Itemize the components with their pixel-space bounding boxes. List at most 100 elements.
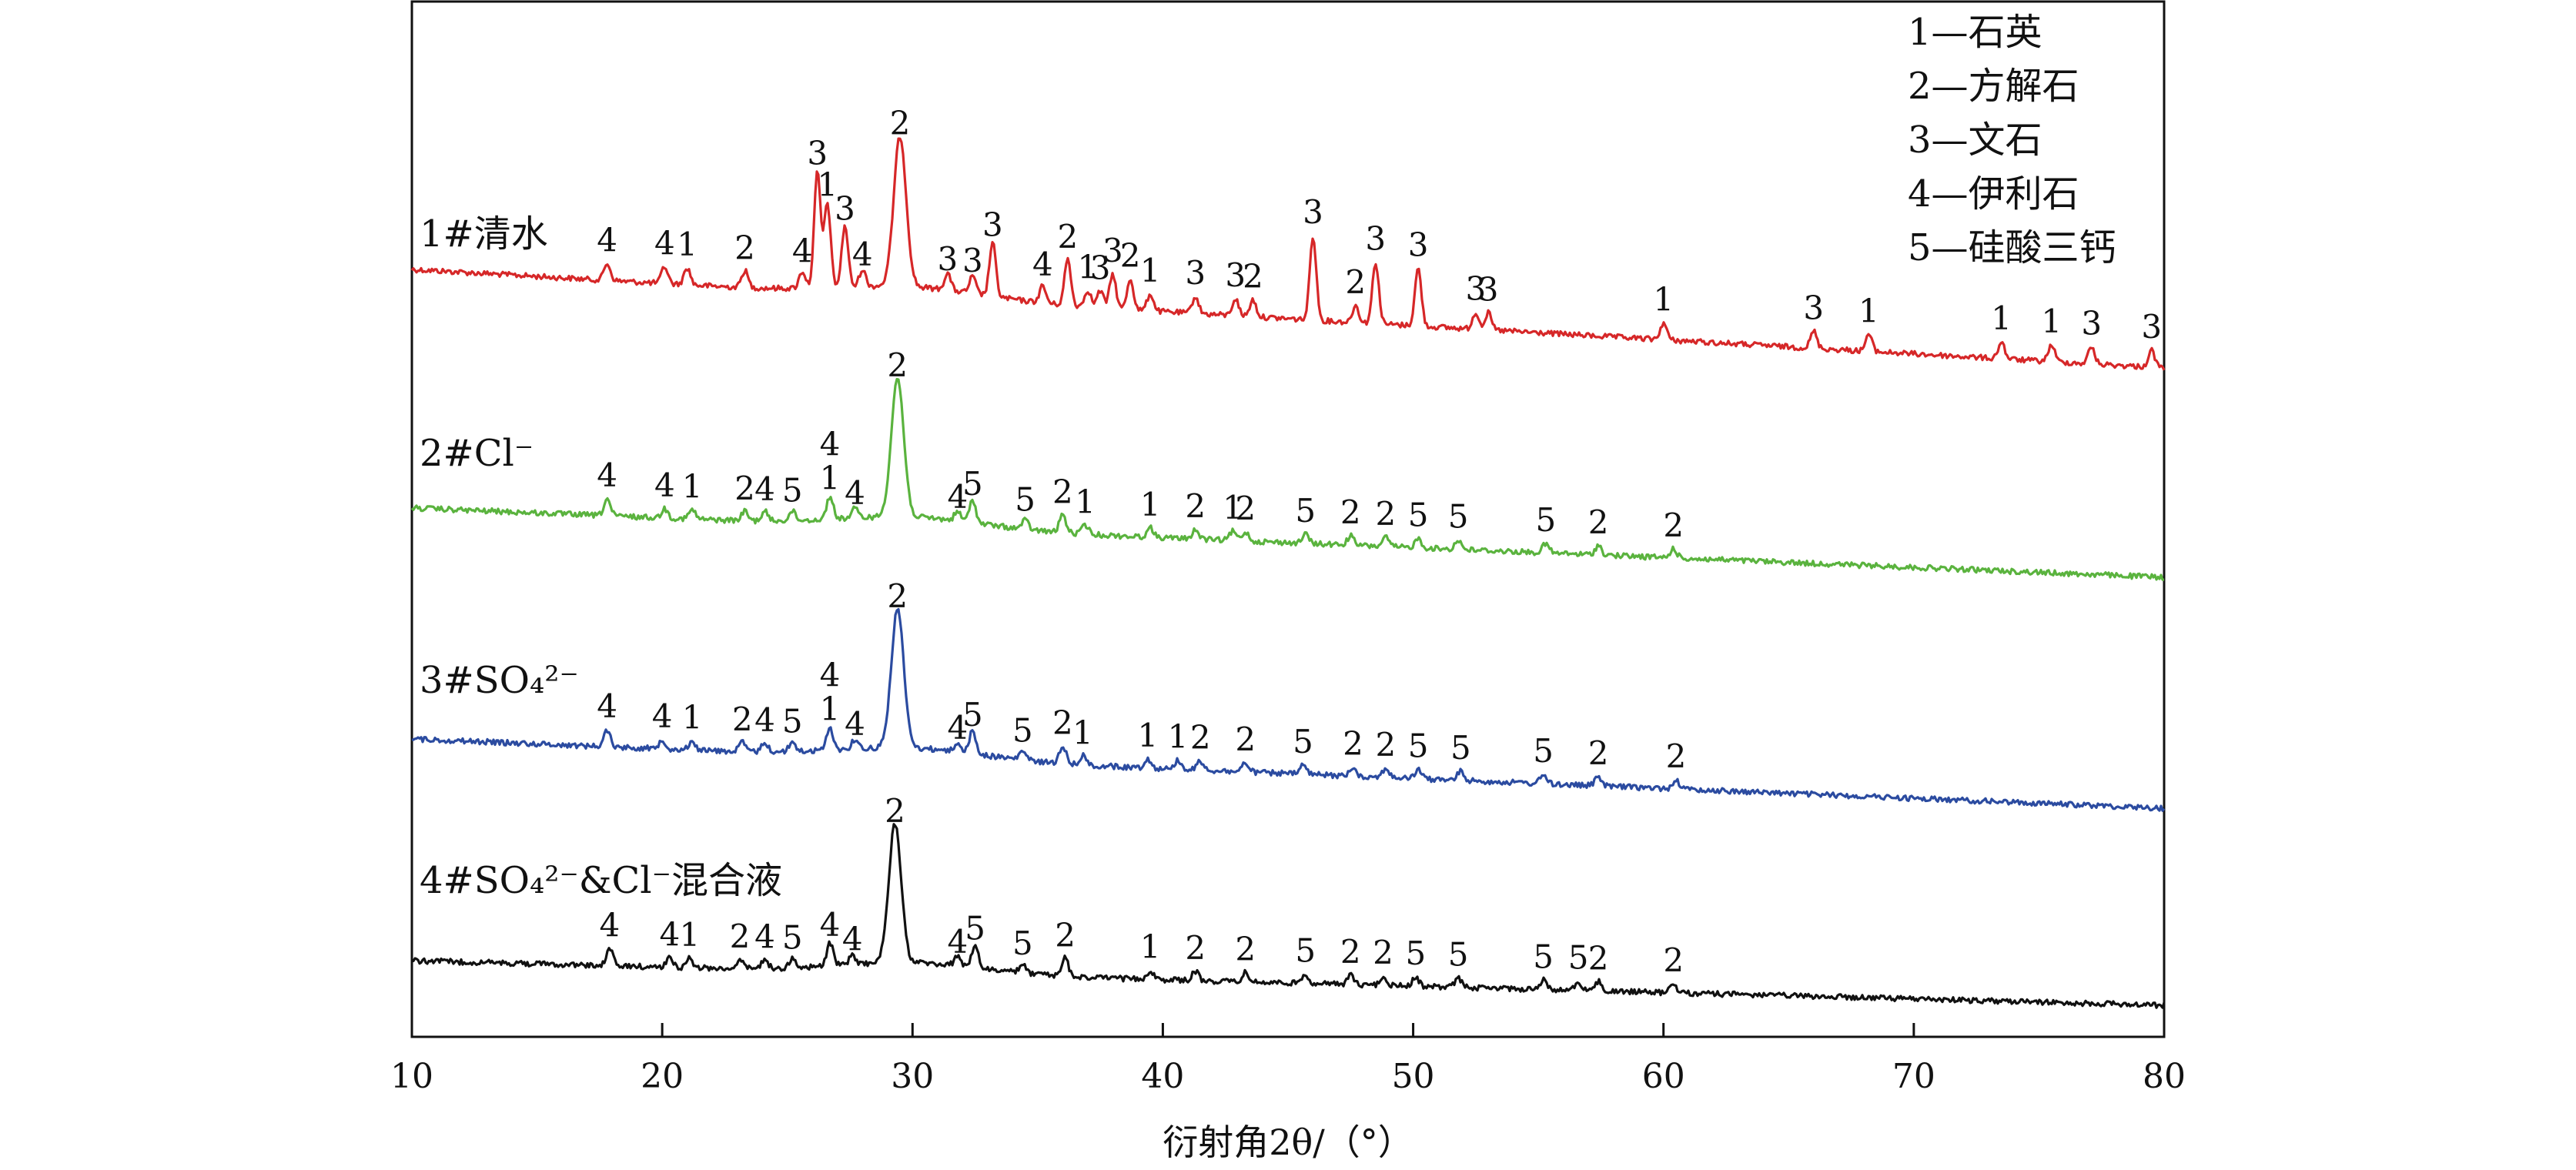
peak-label: 3 <box>2141 308 2162 346</box>
peak-label: 1 <box>820 459 841 496</box>
peak-label: 2 <box>1052 473 1073 510</box>
x-tick-label: 20 <box>641 1057 684 1096</box>
peak-label: 3 <box>1090 249 1111 286</box>
peak-label: 4 <box>597 221 617 259</box>
peak-label: 2 <box>1345 263 1366 301</box>
peak-label: 4 <box>754 918 775 956</box>
peak-label: 5 <box>962 696 983 734</box>
peak-label: 5 <box>1295 932 1316 970</box>
peak-label: 2 <box>1340 933 1361 971</box>
peak-label: 4 <box>754 701 775 739</box>
peak-label: 1 <box>820 690 841 727</box>
peak-label: 4 <box>820 656 841 694</box>
peak-label: 2 <box>734 229 755 266</box>
peak-label: 2 <box>730 918 751 955</box>
peak-label: 4 <box>654 224 675 262</box>
peak-label: 2 <box>1055 917 1076 954</box>
peak-label: 3 <box>1185 254 1206 292</box>
peak-label: 5 <box>782 919 803 957</box>
peak-label: 5 <box>1015 481 1035 519</box>
peak-label: 3 <box>1365 219 1386 257</box>
peak-label: 3 <box>1478 271 1499 309</box>
peak-label: 5 <box>1408 496 1429 534</box>
peak-label: 2 <box>1663 506 1684 544</box>
peak-label: 2 <box>1666 737 1687 775</box>
peak-label: 1 <box>1072 714 1093 751</box>
legend-entry: 2—方解石 <box>1908 65 2079 108</box>
peak-label: 4 <box>820 906 841 944</box>
legend-entry: 4—伊利石 <box>1908 172 2079 216</box>
peak-label: 5 <box>1295 492 1316 530</box>
peak-label: 2 <box>1190 719 1211 757</box>
peak-label: 2 <box>887 577 908 615</box>
peak-label: 2 <box>1343 724 1363 762</box>
peak-label: 4 <box>754 470 775 508</box>
x-tick-label: 50 <box>1392 1057 1435 1096</box>
peak-label: 2 <box>1373 934 1393 971</box>
peak-label: 4 <box>597 456 617 494</box>
peak-label: 4 <box>597 687 617 725</box>
peak-label: 2 <box>1340 493 1361 531</box>
peak-label: 4 <box>852 236 873 273</box>
series-name: 4#SO₄²⁻&Cl⁻混合液 <box>420 859 782 902</box>
legend: 1—石英 2—方解石 3—文石 4—伊利石 5—硅酸三钙 <box>1908 11 2116 269</box>
peak-label: 5 <box>1450 729 1471 767</box>
peak-label: 5 <box>965 910 985 948</box>
x-axis-label: 衍射角2θ/（°） <box>1163 1122 1413 1163</box>
peak-label: 4 <box>820 425 841 463</box>
x-tick-label: 80 <box>2143 1057 2186 1096</box>
peak-label: 1 <box>817 165 838 203</box>
peak-label: 2 <box>1375 726 1396 764</box>
peak-label: 4 <box>845 705 865 743</box>
peak-label: 5 <box>1448 498 1469 536</box>
peak-label: 1 <box>2041 303 2062 340</box>
peak-label: 5 <box>1448 936 1469 974</box>
peak-label: 5 <box>782 472 803 510</box>
peak-label: 4 <box>654 466 675 504</box>
peak-label: 2 <box>1120 236 1141 274</box>
peak-label: 1 <box>1140 928 1161 965</box>
peak-label: 1 <box>1138 717 1159 754</box>
traces <box>410 137 2166 1009</box>
peak-label: 2 <box>1243 257 1263 295</box>
peak-label: 4 <box>845 474 865 512</box>
legend-entry: 5—硅酸三钙 <box>1908 226 2116 269</box>
peak-label: 1 <box>1140 486 1161 523</box>
peak-label: 1 <box>1140 252 1161 289</box>
peak-label: 5 <box>1405 934 1426 972</box>
peak-label: 3 <box>835 190 855 228</box>
x-tick-label: 30 <box>891 1057 934 1096</box>
series-trace <box>411 823 2166 1009</box>
peak-label: 4 <box>947 923 968 961</box>
peak-label: 3 <box>1303 193 1323 231</box>
peak-label: 1 <box>1991 299 2012 337</box>
peak-label: 4 <box>947 478 968 516</box>
series-name: 1#清水 <box>420 212 548 256</box>
peak-label: 2 <box>1663 941 1684 979</box>
peak-label: 2 <box>734 470 755 507</box>
peak-label: 3 <box>1102 232 1123 269</box>
peak-label: 2 <box>1588 734 1609 772</box>
x-axis: 10 20 30 40 50 60 70 80 <box>390 1023 2186 1096</box>
peak-label: 2 <box>887 346 908 384</box>
peak-label: 1 <box>1858 292 1879 329</box>
peak-label: 2 <box>890 105 911 142</box>
series-labels: 1#清水 2#Cl⁻ 3#SO₄²⁻ 4#SO₄²⁻&Cl⁻混合液 <box>420 212 782 902</box>
peak-label: 3 <box>807 135 828 172</box>
peak-label: 2 <box>885 792 905 830</box>
peak-label: 5 <box>782 703 803 740</box>
peak-label: 1 <box>1168 717 1189 755</box>
series-name: 2#Cl⁻ <box>420 432 534 475</box>
peak-label: 2 <box>1235 490 1256 527</box>
peak-label: 3 <box>1408 226 1429 264</box>
x-tick-label: 10 <box>390 1057 433 1096</box>
x-tick-label: 40 <box>1141 1057 1184 1096</box>
peak-label: 1 <box>1653 280 1674 318</box>
peak-label: 2 <box>1058 218 1079 256</box>
series-name: 3#SO₄²⁻ <box>420 659 579 702</box>
peak-label: 3 <box>962 242 983 279</box>
peak-label: 2 <box>1588 939 1609 977</box>
peak-label: 5 <box>1012 924 1033 962</box>
peak-label: 5 <box>1293 723 1313 760</box>
